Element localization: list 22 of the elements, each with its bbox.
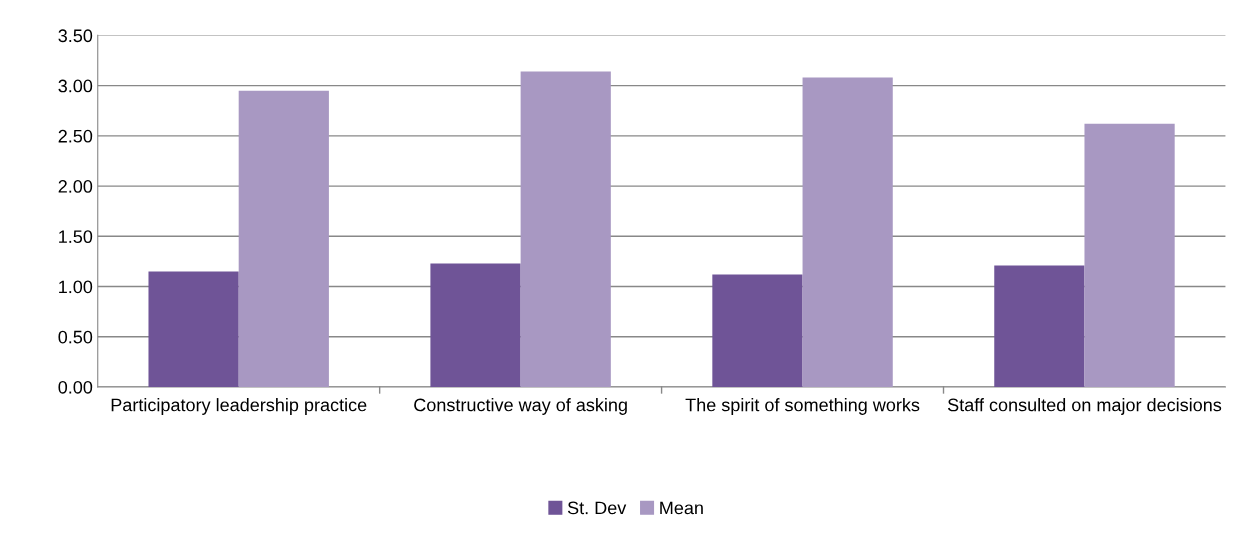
y-tick-label: 1.00 — [59, 280, 93, 294]
bar — [802, 77, 893, 387]
y-tick-label: 3.50 — [58, 29, 93, 43]
y-tick-label: 1.50 — [59, 230, 93, 244]
bar — [994, 265, 1085, 387]
bar — [1084, 123, 1175, 387]
bar — [148, 271, 239, 387]
y-tick-label: 3.00 — [58, 79, 93, 93]
x-tick-label: Staff consulted on major decisions — [947, 398, 1222, 415]
y-tick-label: 0.50 — [58, 330, 93, 344]
x-tick-label: The spirit of something works — [685, 398, 920, 415]
y-tick-label: 2.50 — [58, 129, 93, 143]
y-tick-label: 2.00 — [58, 180, 93, 193]
legend-label: Mean — [660, 501, 703, 515]
legend-label: St. Dev — [567, 501, 627, 515]
bar — [238, 90, 329, 387]
bar — [520, 71, 611, 387]
bar — [712, 274, 803, 387]
bar — [430, 263, 521, 387]
x-tick-label: Constructive way of asking — [414, 398, 627, 415]
x-tick-label: Participatory leadership practice — [111, 398, 367, 415]
y-tick-label: 0.00 — [58, 380, 93, 394]
